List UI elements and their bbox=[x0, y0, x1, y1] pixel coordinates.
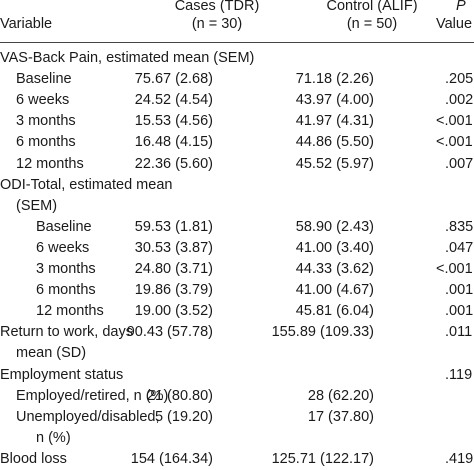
cases-value: 19.86 (3.79) bbox=[134, 282, 213, 298]
table-row: Baseline 59.53 (1.81) 58.90 (2.43) .835 bbox=[0, 216, 474, 238]
control-value: 155.89 (109.33) bbox=[271, 324, 374, 340]
p-value: .001 bbox=[445, 282, 474, 298]
cases-value: 24.52 (4.54) bbox=[134, 92, 213, 108]
cases-value: 75.67 (2.68) bbox=[134, 71, 213, 87]
control-value: 45.81 (6.04) bbox=[295, 303, 374, 319]
p-value: .419 bbox=[445, 451, 474, 467]
cases-value: 154 (164.34) bbox=[130, 451, 213, 467]
table-row: Employed/retired, n (%) 21 (80.80) 28 (62.… bbox=[0, 385, 474, 407]
control-value: 44.33 (3.62) bbox=[295, 261, 374, 277]
control-value: 17 (37.80) bbox=[307, 409, 374, 425]
control-value: 28 (62.20) bbox=[307, 388, 374, 404]
cases-value: 30.53 (3.87) bbox=[134, 240, 213, 256]
p-value: <.001 bbox=[436, 134, 473, 150]
row-label: mean (SD) bbox=[16, 345, 87, 361]
control-value: 41.00 (3.40) bbox=[295, 240, 374, 256]
control-value: 43.97 (4.00) bbox=[295, 92, 374, 108]
row-label: 6 months bbox=[36, 282, 96, 298]
row-label: Return to work, days bbox=[0, 324, 133, 340]
p-value: .011 bbox=[445, 324, 473, 340]
control-value: 125.71 (122.17) bbox=[271, 451, 374, 467]
header-p-line2: Value bbox=[436, 16, 473, 32]
table-row: n (%) bbox=[0, 427, 474, 449]
header-cases-line2: (n = 30) bbox=[191, 16, 243, 32]
row-label: Unemployed/disabled, bbox=[16, 409, 160, 425]
table-row: 12 months 19.00 (3.52) 45.81 (6.04) .001 bbox=[0, 300, 474, 322]
control-value: 58.90 (2.43) bbox=[295, 219, 374, 235]
header-control-line1: Control (ALIF) bbox=[326, 0, 418, 14]
table-row: ODI-Total, estimated mean bbox=[0, 174, 474, 196]
table-row: 6 weeks 30.53 (3.87) 41.00 (3.40) .047 bbox=[0, 237, 474, 259]
table-row: mean (SD) bbox=[0, 342, 474, 364]
row-label: 3 months bbox=[36, 261, 96, 277]
table-row: 6 months 19.86 (3.79) 41.00 (4.67) .001 bbox=[0, 279, 474, 301]
cases-value: 90.43 (57.78) bbox=[126, 324, 213, 340]
cases-value: 15.53 (4.56) bbox=[134, 113, 213, 129]
header-cases-line1: Cases (TDR) bbox=[174, 0, 260, 14]
p-value: .007 bbox=[445, 156, 474, 172]
row-label: 12 months bbox=[36, 303, 104, 319]
p-value: .205 bbox=[445, 71, 474, 87]
control-value: 41.00 (4.67) bbox=[295, 282, 374, 298]
row-label: 6 months bbox=[16, 134, 76, 150]
table-row: 6 weeks 24.52 (4.54) 43.97 (4.00) .002 bbox=[0, 89, 474, 111]
header-rule bbox=[0, 42, 474, 43]
table-row: Blood loss 154 (164.34) 125.71 (122.17) .41… bbox=[0, 448, 474, 470]
cases-value: 21 (80.80) bbox=[146, 388, 213, 404]
table-row: 3 months 15.53 (4.56) 41.97 (4.31) <.001 bbox=[0, 110, 474, 132]
p-value: .119 bbox=[445, 367, 473, 383]
control-value: 71.18 (2.26) bbox=[295, 71, 374, 87]
p-value: .047 bbox=[445, 240, 474, 256]
cases-value: 19.00 (3.52) bbox=[134, 303, 213, 319]
row-label: Employed/retired, n (%) bbox=[16, 388, 169, 404]
control-value: 45.52 (5.97) bbox=[295, 156, 374, 172]
table-row: 12 months 22.36 (5.60) 45.52 (5.97) .007 bbox=[0, 153, 474, 175]
row-label: VAS-Back Pain, estimated mean (SEM) bbox=[0, 50, 255, 66]
row-label: Blood loss bbox=[0, 451, 67, 467]
p-value: .835 bbox=[445, 219, 474, 235]
table-row: Unemployed/disabled, 5 (19.20) 17 (37.80) bbox=[0, 406, 474, 428]
table-row: Employment status .119 bbox=[0, 364, 474, 386]
p-value: <.001 bbox=[436, 261, 473, 277]
table-row: Return to work, days 90.43 (57.78) 155.89 … bbox=[0, 321, 474, 343]
cases-value: 22.36 (5.60) bbox=[134, 156, 213, 172]
header-variable: Variable bbox=[0, 16, 53, 32]
row-label: Baseline bbox=[36, 219, 92, 235]
header-p-line1: P bbox=[456, 0, 466, 14]
table-row: 3 months 24.80 (3.71) 44.33 (3.62) <.001 bbox=[0, 258, 474, 280]
cases-value: 24.80 (3.71) bbox=[134, 261, 213, 277]
row-label: 3 months bbox=[16, 113, 76, 129]
row-label: Employment status bbox=[0, 367, 124, 383]
header-control-line2: (n = 50) bbox=[346, 16, 398, 32]
row-label: (SEM) bbox=[16, 198, 58, 214]
control-value: 41.97 (4.31) bbox=[295, 113, 374, 129]
table-row: Baseline 75.67 (2.68) 71.18 (2.26) .205 bbox=[0, 68, 474, 90]
cases-value: 59.53 (1.81) bbox=[134, 219, 213, 235]
row-label: n (%) bbox=[36, 430, 71, 446]
p-value: <.001 bbox=[436, 113, 473, 129]
row-label: Baseline bbox=[16, 71, 72, 87]
table-row: VAS-Back Pain, estimated mean (SEM) bbox=[0, 47, 474, 69]
cases-value: 16.48 (4.15) bbox=[134, 134, 213, 150]
p-value: .002 bbox=[445, 92, 474, 108]
row-label: 12 months bbox=[16, 156, 84, 172]
row-label: 6 weeks bbox=[16, 92, 70, 108]
row-label: ODI-Total, estimated mean bbox=[0, 177, 173, 193]
cases-value: 5 (19.20) bbox=[154, 409, 213, 425]
table-row: 6 months 16.48 (4.15) 44.86 (5.50) <.001 bbox=[0, 131, 474, 153]
table-row: (SEM) bbox=[0, 195, 474, 217]
control-value: 44.86 (5.50) bbox=[295, 134, 374, 150]
row-label: 6 weeks bbox=[36, 240, 90, 256]
p-value: .001 bbox=[445, 303, 474, 319]
